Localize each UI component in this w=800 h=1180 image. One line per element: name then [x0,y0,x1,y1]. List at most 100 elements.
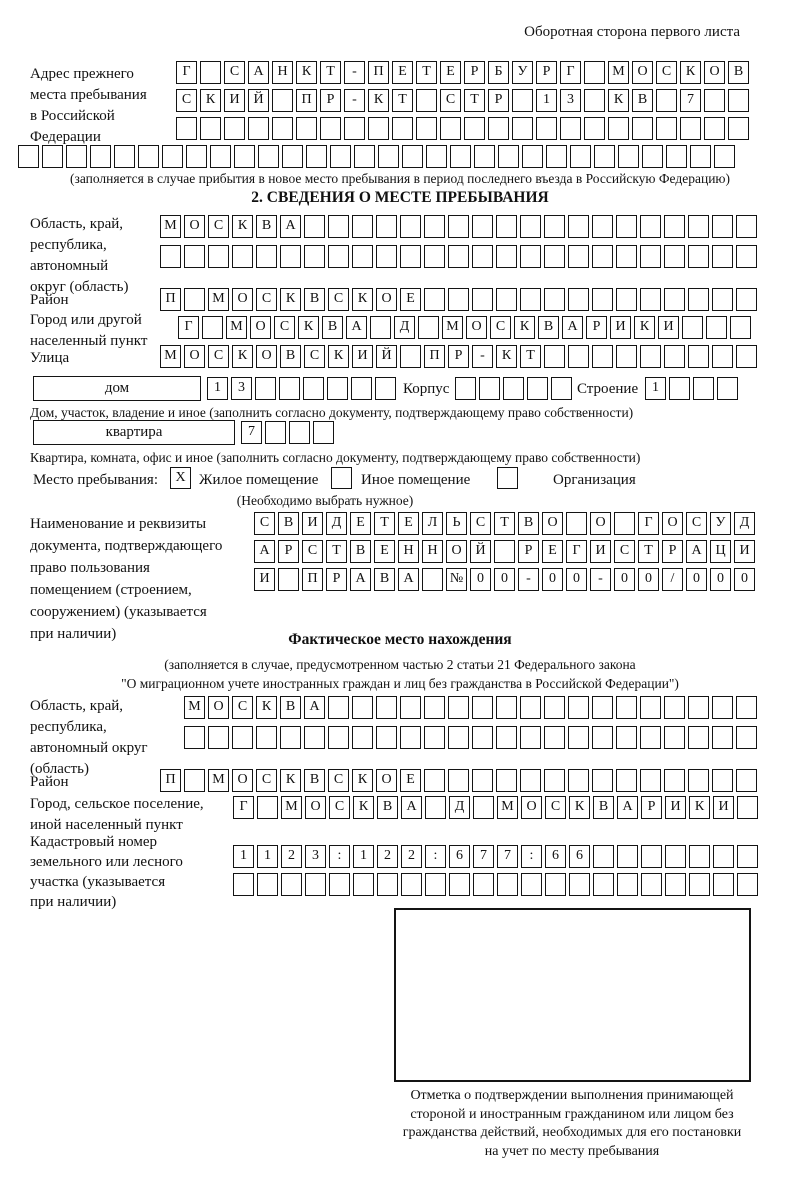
char-cell [448,288,469,311]
char-cell: Г [566,540,587,563]
char-cell [448,769,469,792]
char-cell [546,145,567,168]
char-cell: И [590,540,611,563]
char-cell: О [184,215,205,238]
char-cell: 2 [401,845,422,868]
char-cell [544,726,565,749]
char-cell [592,345,613,368]
char-cell: 2 [377,845,398,868]
char-cell [494,540,515,563]
char-cell [544,345,565,368]
char-cell [545,873,566,896]
char-cell: В [280,345,301,368]
char-cell: И [302,512,323,535]
char-cell [544,245,565,268]
char-cell [272,117,293,140]
char-cell [521,873,542,896]
char-cell [90,145,111,168]
char-cell: А [350,568,371,591]
char-cell [496,696,517,719]
char-cell [392,117,413,140]
char-cell: М [160,215,181,238]
char-cell: С [224,61,245,84]
char-cell [641,845,662,868]
char-cell: С [256,288,277,311]
char-cell [584,89,605,112]
char-cell: С [490,316,511,339]
korpus-row [455,377,575,400]
street-label: Улица [30,350,70,366]
char-cell: Т [464,89,485,112]
char-cell [255,377,276,400]
char-cell [520,288,541,311]
char-cell [736,769,757,792]
char-cell: 1 [233,845,254,868]
char-cell: К [296,61,317,84]
char-cell: И [352,345,373,368]
char-cell [592,215,613,238]
char-cell [592,696,613,719]
char-cell: Р [278,540,299,563]
char-cell [712,769,733,792]
char-cell [210,145,231,168]
prev-address-note: (заполняется в случае прибытия в новое м… [69,171,731,186]
char-cell [736,215,757,238]
char-cell [728,89,749,112]
char-cell: 0 [566,568,587,591]
char-cell [520,726,541,749]
char-cell: С [254,512,275,535]
actual-district-label: Район [30,774,69,790]
char-cell: Р [320,89,341,112]
stroenie-label: Строение [577,381,639,397]
char-cell [296,117,317,140]
char-cell [257,873,278,896]
char-cell [688,726,709,749]
char-cell: В [593,796,614,819]
char-cell: А [254,540,275,563]
char-cell [472,245,493,268]
char-cell [448,696,469,719]
char-cell: - [472,345,493,368]
char-cell [330,145,351,168]
char-cell [568,726,589,749]
char-cell: А [398,568,419,591]
char-cell: Л [422,512,443,535]
char-cell [704,89,725,112]
char-cell: И [734,540,755,563]
char-cell [693,377,714,400]
char-cell [737,845,758,868]
char-cell: : [329,845,350,868]
char-cell: Е [400,288,421,311]
char-cell: - [344,89,365,112]
char-cell [665,845,686,868]
cadastral-label: Кадастровый номер земельного или лесного у… [30,834,183,910]
char-cell [568,215,589,238]
char-cell: С [545,796,566,819]
char-cell: Н [422,540,443,563]
char-cell: - [518,568,539,591]
char-cell [712,726,733,749]
char-cell [376,215,397,238]
char-cell: В [280,696,301,719]
char-cell [200,61,221,84]
char-cell [424,769,445,792]
option-organizaciya-label: Организация [553,472,636,488]
checkbox-inoe [331,467,352,489]
char-cell [353,873,374,896]
char-cell [257,796,278,819]
char-cell: К [328,345,349,368]
char-cell [713,873,734,896]
char-cell: Д [449,796,470,819]
char-cell [352,215,373,238]
char-cell: У [710,512,731,535]
char-cell: С [328,769,349,792]
char-cell [496,215,517,238]
char-cell [224,117,245,140]
char-cell [712,215,733,238]
char-cell: К [232,215,253,238]
char-cell [712,288,733,311]
char-cell: 0 [686,568,707,591]
